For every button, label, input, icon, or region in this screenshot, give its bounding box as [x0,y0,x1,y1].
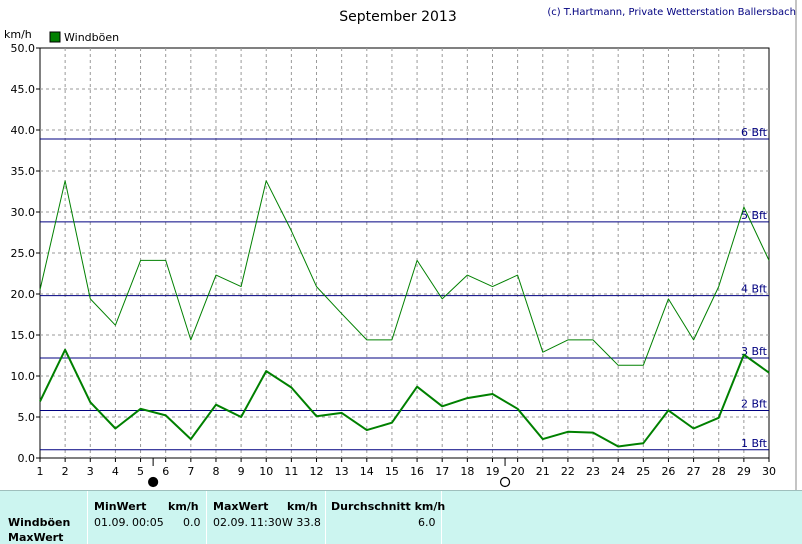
x-tick-label: 18 [460,465,474,478]
legend: Windböen [49,31,119,44]
x-tick-label: 7 [187,465,194,478]
beaufort-label: 1 Bft [741,437,768,450]
y-tick-label: 45.0 [11,83,36,96]
x-tick-label: 27 [687,465,701,478]
avg-value: 6.0 [418,516,436,529]
max-header: MaxWert [213,500,269,513]
stats-panel: Windböen MaxWert MinWert km/h 01.09. 00:… [0,490,802,544]
y-axis-ticks: 0.0 5.0 10.0 15.0 20.0 25.0 30.0 35.0 40.0 45.0 50… [11,42,40,465]
y-tick-label: 40.0 [11,124,36,137]
new-moon-icon [148,476,159,488]
x-tick-label: 13 [335,465,349,478]
y-tick-label: 20.0 [11,288,36,301]
max-date: 02.09. [213,516,248,529]
min-date: 01.09. [94,516,129,529]
x-tick-label: 9 [238,465,245,478]
chart-title: September 2013 [339,9,456,25]
x-tick-label: 29 [737,465,751,478]
x-axis-ticks: 1 2 3 4 5 6 7 8 9 10 11 12 13 14 15 16 17 18 19 20 21 22 23 24 2… [37,458,776,478]
y-tick-label: 5.0 [18,411,36,424]
y-tick-label: 25.0 [11,247,36,260]
x-tick-label: 24 [611,465,625,478]
moon-phases [148,458,511,488]
x-tick-label: 8 [212,465,219,478]
x-tick-label: 14 [360,465,374,478]
y-axis-unit: km/h [4,28,32,41]
max-time: 11:30 [250,516,282,529]
copyright-note: (c) T.Hartmann, Private Wetterstation Ba… [547,7,796,18]
separator [325,491,326,544]
series-line-gust-avg [39,348,770,448]
x-tick-label: 17 [435,465,449,478]
x-tick-label: 12 [310,465,324,478]
beaufort-label: 4 Bft [741,283,768,296]
separator [441,491,442,544]
x-tick-label: 22 [561,465,575,478]
x-tick-label: 20 [511,465,525,478]
x-tick-label: 10 [259,465,273,478]
x-tick-label: 21 [536,465,550,478]
x-tick-label: 26 [661,465,675,478]
full-moon-icon [499,476,511,488]
legend-swatch [49,31,61,43]
x-tick-label: 30 [762,465,776,478]
x-tick-label: 2 [62,465,69,478]
series-line-gust-max [39,180,770,366]
x-tick-label: 15 [385,465,399,478]
x-tick-label: 23 [586,465,600,478]
y-tick-label: 15.0 [11,329,36,342]
stats-row-label: Windböen [8,516,71,529]
grid [40,48,769,458]
y-tick-label: 50.0 [11,42,36,55]
x-tick-label: 16 [410,465,424,478]
y-tick-label: 35.0 [11,165,36,178]
beaufort-label: 5 Bft [741,209,768,222]
beaufort-label: 6 Bft [741,126,768,139]
min-unit: km/h [168,500,199,513]
x-tick-label: 5 [137,465,144,478]
beaufort-lines: 1 Bft 2 Bft 3 Bft 4 Bft 5 Bft 6 Bft [40,126,769,451]
min-time: 00:05 [132,516,164,529]
min-header: MinWert [94,500,147,513]
x-tick-label: 4 [112,465,119,478]
y-tick-label: 10.0 [11,370,36,383]
beaufort-label: 2 Bft [741,397,768,410]
beaufort-label: 3 Bft [741,345,768,358]
y-tick-label: 0.0 [18,452,36,465]
min-value: 0.0 [183,516,201,529]
x-tick-label: 11 [284,465,298,478]
avg-header: Durchschnitt km/h [331,500,446,513]
max-value: W 33.8 [282,516,321,529]
x-tick-label: 25 [636,465,650,478]
separator [87,491,88,544]
x-tick-label: 19 [485,465,499,478]
x-tick-label: 3 [87,465,94,478]
y-tick-label: 30.0 [11,206,36,219]
x-tick-label: 6 [162,465,169,478]
separator [206,491,207,544]
wind-gust-chart: September 2013 (c) T.Hartmann, Private W… [4,0,797,490]
series-lines [39,180,770,448]
stats-row-label: MaxWert [8,531,64,544]
legend-label: Windböen [64,31,119,44]
x-tick-label: 28 [712,465,726,478]
x-tick-label: 1 [37,465,44,478]
max-unit: km/h [287,500,318,513]
